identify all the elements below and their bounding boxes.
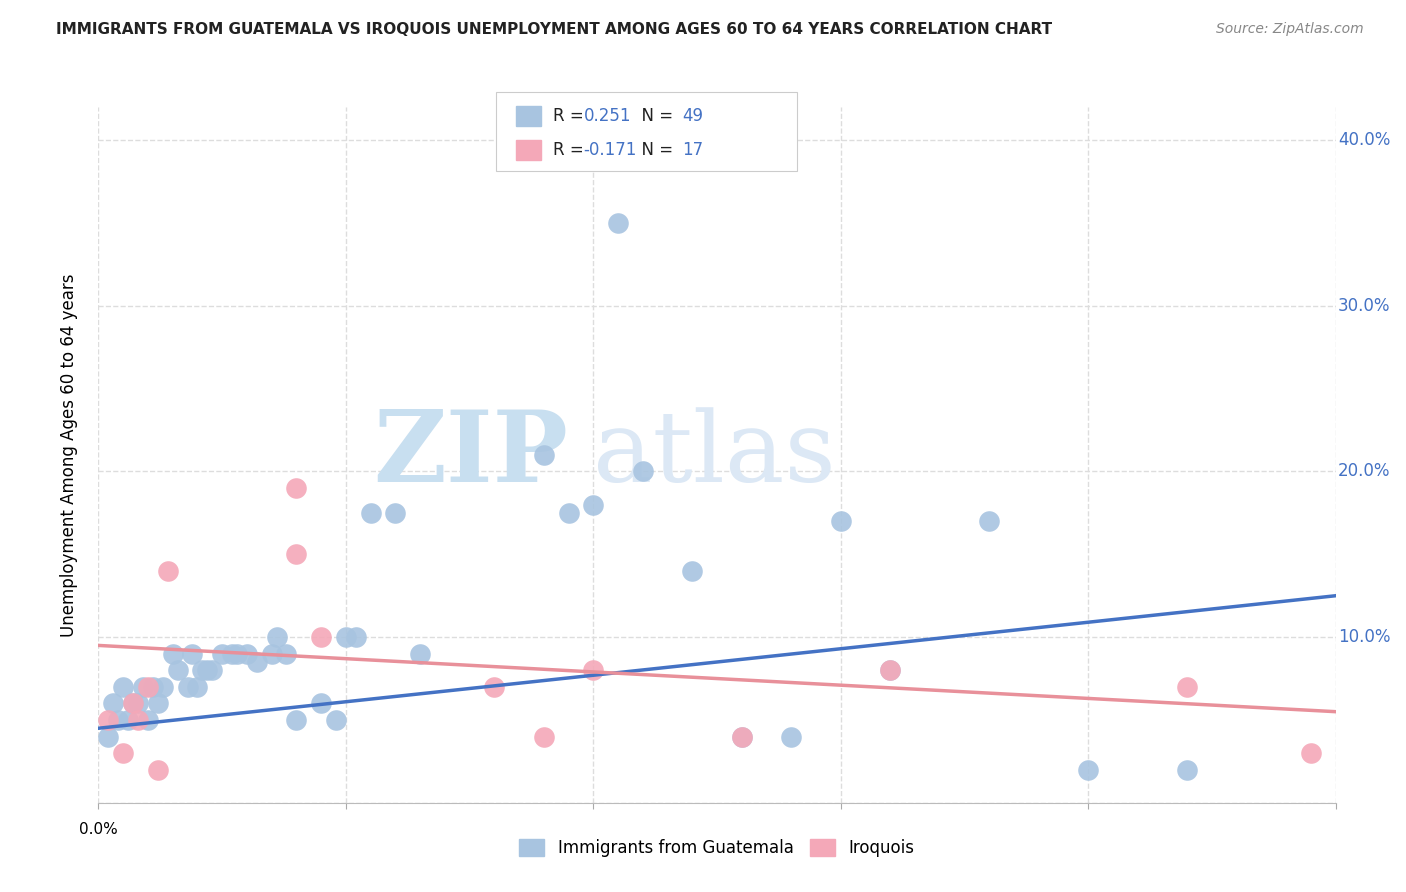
Point: [246, 655, 269, 669]
Point: [285, 547, 308, 561]
Point: [136, 680, 159, 694]
Point: [285, 713, 308, 727]
Text: R =: R =: [553, 107, 589, 125]
Point: [325, 713, 347, 727]
Point: [582, 498, 605, 512]
Point: [211, 647, 233, 661]
Point: [226, 647, 249, 661]
Text: IMMIGRANTS FROM GUATEMALA VS IROQUOIS UNEMPLOYMENT AMONG AGES 60 TO 64 YEARS COR: IMMIGRANTS FROM GUATEMALA VS IROQUOIS UN…: [56, 22, 1052, 37]
Text: 0.0%: 0.0%: [79, 822, 118, 838]
Point: [112, 680, 135, 694]
Point: [384, 506, 406, 520]
Point: [780, 730, 803, 744]
Point: [103, 697, 125, 711]
Text: 10.0%: 10.0%: [1339, 628, 1391, 646]
Point: [186, 680, 208, 694]
Text: N =: N =: [631, 141, 679, 159]
Point: [631, 465, 654, 479]
Text: 17: 17: [682, 141, 703, 159]
Point: [533, 730, 555, 744]
Point: [409, 647, 432, 661]
Point: [195, 663, 218, 677]
Point: [285, 481, 308, 495]
Point: [181, 647, 204, 661]
Point: [681, 564, 703, 578]
Text: -0.171: -0.171: [583, 141, 637, 159]
Point: [979, 514, 1001, 528]
Point: [142, 680, 165, 694]
Point: [879, 663, 901, 677]
Point: [162, 647, 184, 661]
Y-axis label: Unemployment Among Ages 60 to 64 years: Unemployment Among Ages 60 to 64 years: [59, 273, 77, 637]
Point: [557, 506, 579, 520]
Text: ZIP: ZIP: [374, 407, 568, 503]
Point: [191, 663, 214, 677]
Point: [260, 647, 283, 661]
Point: [309, 630, 332, 644]
Point: [146, 763, 169, 777]
Point: [533, 448, 555, 462]
Point: [146, 697, 169, 711]
Point: [1175, 680, 1198, 694]
Point: [1299, 746, 1322, 760]
Point: [201, 663, 224, 677]
Text: R =: R =: [553, 141, 589, 159]
Point: [582, 663, 605, 677]
Point: [344, 630, 367, 644]
Point: [122, 697, 145, 711]
Point: [122, 697, 145, 711]
Point: [607, 216, 630, 230]
Point: [335, 630, 357, 644]
Point: [132, 680, 155, 694]
Point: [97, 713, 120, 727]
Point: [830, 514, 852, 528]
Point: [97, 730, 120, 744]
Point: [360, 506, 382, 520]
Point: [236, 647, 259, 661]
Legend: Immigrants from Guatemala, Iroquois: Immigrants from Guatemala, Iroquois: [513, 832, 921, 864]
Point: [221, 647, 243, 661]
Text: 40.0%: 40.0%: [1339, 131, 1391, 149]
Text: Source: ZipAtlas.com: Source: ZipAtlas.com: [1216, 22, 1364, 37]
Point: [266, 630, 288, 644]
Point: [1175, 763, 1198, 777]
Text: N =: N =: [631, 107, 679, 125]
Point: [152, 680, 174, 694]
Point: [156, 564, 179, 578]
Text: 20.0%: 20.0%: [1339, 462, 1391, 481]
Point: [309, 697, 332, 711]
Point: [107, 713, 129, 727]
Text: 49: 49: [682, 107, 703, 125]
Point: [1077, 763, 1099, 777]
Text: 0.251: 0.251: [583, 107, 631, 125]
Point: [731, 730, 754, 744]
Point: [127, 697, 149, 711]
Point: [176, 680, 198, 694]
Point: [731, 730, 754, 744]
Point: [127, 713, 149, 727]
Point: [136, 713, 159, 727]
Point: [117, 713, 139, 727]
Point: [112, 746, 135, 760]
Point: [484, 680, 506, 694]
Point: [276, 647, 298, 661]
Point: [166, 663, 188, 677]
Text: 30.0%: 30.0%: [1339, 297, 1391, 315]
Point: [879, 663, 901, 677]
Text: atlas: atlas: [593, 407, 837, 503]
